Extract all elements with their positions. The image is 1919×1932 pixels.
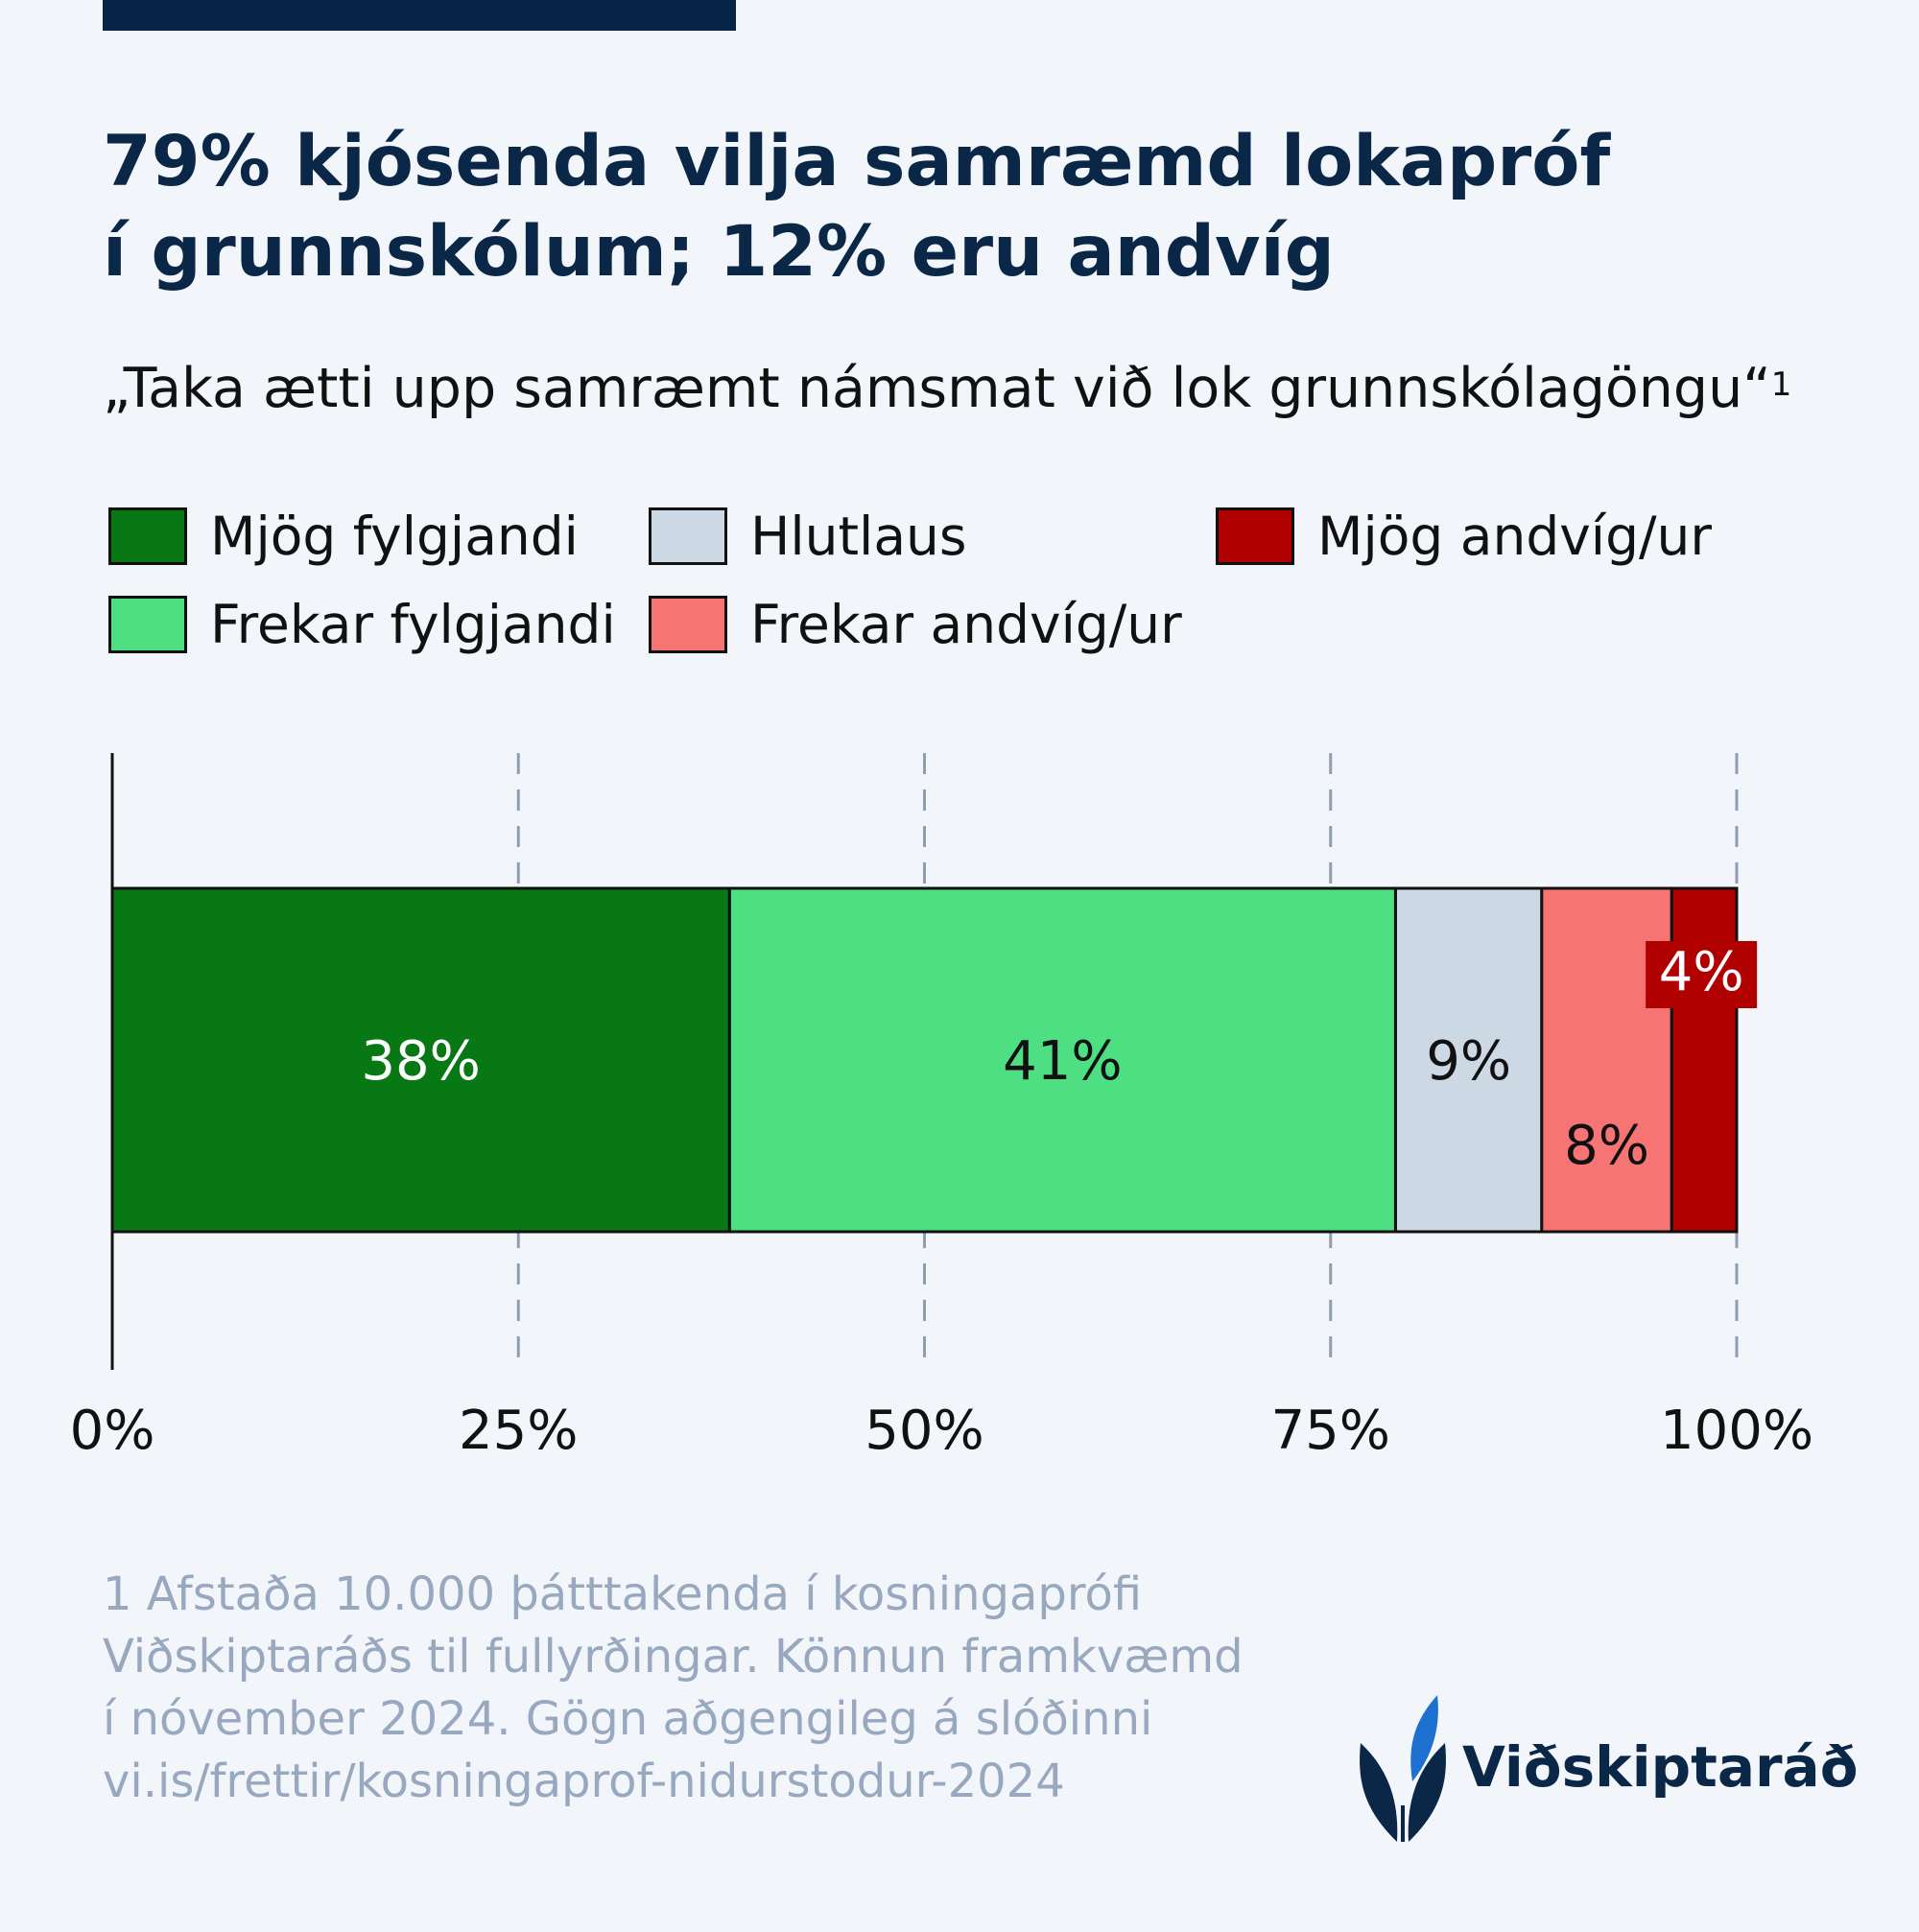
- legend-label: Frekar andvíg/ur: [750, 594, 1182, 655]
- stacked-bar-chart: 38% 41% 9% 8% 4% 0% 25% 50% 75% 100%: [70, 753, 1813, 1462]
- x-tick-label: 25%: [459, 1400, 578, 1462]
- bar-segment: [727, 886, 1397, 1234]
- x-tick-label: 75%: [1271, 1400, 1390, 1462]
- footnote: 1 Afstaða 10.000 þátttakenda í kosningap…: [103, 1564, 1350, 1813]
- title-line-2: í grunnskólum; 12% eru andvíg: [103, 211, 1335, 293]
- value-label: 41%: [1003, 1030, 1122, 1093]
- footnote-line-3: í nóvember 2024. Gögn aðgengileg á slóði…: [103, 1692, 1153, 1746]
- x-tick-label: 100%: [1660, 1400, 1813, 1462]
- x-tick-label: 0%: [70, 1400, 155, 1462]
- footnote-ref: 1: [1770, 365, 1792, 404]
- title-line-1: 79% kjósenda vilja samræmd lokapróf: [103, 121, 1611, 202]
- legend-swatch: [649, 596, 727, 653]
- vidskiptarad-logo: Viðskiptaráð: [1355, 1690, 1859, 1853]
- legend-swatch: [108, 596, 187, 653]
- bar-segment: [1540, 886, 1673, 1234]
- legend-item-mjog-andvig: Mjög andvíg/ur: [1216, 504, 1712, 569]
- legend-item-hlutlaus: Hlutlaus: [649, 504, 967, 569]
- legend-label: Frekar fylgjandi: [210, 594, 616, 655]
- legend-label: Mjög andvíg/ur: [1317, 506, 1712, 567]
- value-label: 8%: [1564, 1115, 1649, 1177]
- legend-item-mjog-fylgjandi: Mjög fylgjandi: [108, 504, 579, 569]
- page-title: 79% kjósenda vilja samræmd lokapróf í gr…: [103, 117, 1782, 297]
- logo-wordmark: Viðskiptaráð: [1462, 1734, 1859, 1800]
- footnote-line-1: 1 Afstaða 10.000 þátttakenda í kosningap…: [103, 1567, 1143, 1621]
- footnote-line-4: vi.is/frettir/kosningaprof-nidurstodur-2…: [103, 1755, 1065, 1808]
- top-accent-bar: [103, 0, 736, 31]
- footnote-line-2: Viðskiptaráðs til fullyrðingar. Könnun f…: [103, 1630, 1244, 1684]
- bar-segment: [1393, 886, 1544, 1234]
- value-label: 38%: [361, 1030, 480, 1093]
- legend-label: Hlutlaus: [750, 506, 967, 567]
- legend-item-frekar-fylgjandi: Frekar fylgjandi: [108, 592, 616, 657]
- chart-subtitle: „Taka ætti upp samræmt námsmat við lok g…: [103, 350, 1887, 427]
- bar-segment: [110, 886, 731, 1234]
- subtitle-text: „Taka ætti upp samræmt námsmat við lok g…: [103, 357, 1771, 420]
- x-tick-label: 50%: [865, 1400, 983, 1462]
- legend-swatch: [1216, 507, 1294, 565]
- value-label-box: [1646, 941, 1758, 1008]
- bar-segment: [1670, 886, 1739, 1234]
- value-label: 9%: [1426, 1030, 1511, 1093]
- legend-label: Mjög fylgjandi: [210, 506, 579, 567]
- value-label: 4%: [1659, 941, 1744, 1003]
- legend-item-frekar-andvig: Frekar andvíg/ur: [649, 592, 1182, 657]
- leaf-logo-icon: [1360, 1695, 1446, 1842]
- legend-swatch: [108, 507, 187, 565]
- legend-swatch: [649, 507, 727, 565]
